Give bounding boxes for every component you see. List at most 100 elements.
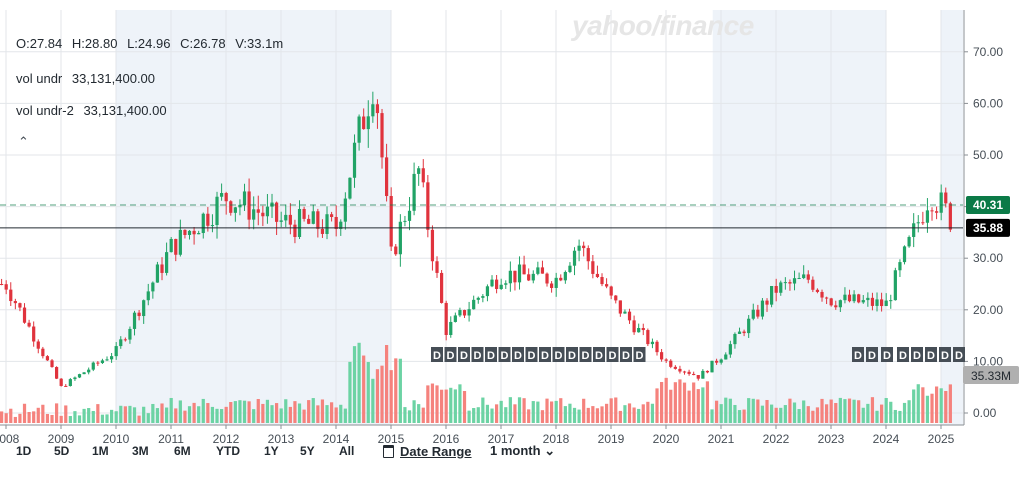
range-button-1d[interactable]: 1D xyxy=(16,444,32,458)
candle-body xyxy=(742,331,746,334)
dividend-marker[interactable]: D xyxy=(458,347,470,362)
volume-bar xyxy=(155,408,160,423)
volume-bar xyxy=(655,388,659,423)
range-button-1y[interactable]: 1Y xyxy=(264,444,279,458)
dividend-marker[interactable]: D xyxy=(852,347,864,362)
dividend-marker[interactable]: D xyxy=(512,347,524,362)
candle-body xyxy=(151,282,155,292)
candle-body xyxy=(829,298,833,306)
interval-dropdown[interactable]: 1 month ⌄ xyxy=(490,443,555,459)
dividend-marker[interactable]: D xyxy=(633,347,646,362)
volume-bar xyxy=(769,404,774,423)
dividend-marker-label: D xyxy=(941,350,949,362)
dividend-marker[interactable]: D xyxy=(539,347,551,362)
date-range-button[interactable]: Date Range xyxy=(383,444,472,459)
dividend-marker[interactable]: D xyxy=(897,347,909,362)
candle-body xyxy=(655,341,659,353)
volume-bar xyxy=(114,411,118,423)
candle-body xyxy=(430,229,435,262)
dividend-marker[interactable]: D xyxy=(566,347,578,362)
range-button-3m[interactable]: 3M xyxy=(132,444,149,458)
candle-body xyxy=(348,177,352,199)
volume-bar xyxy=(806,406,810,423)
volume-bar xyxy=(866,403,870,423)
dividend-marker[interactable]: D xyxy=(939,347,951,362)
volume-bar xyxy=(586,407,590,423)
candle-body xyxy=(485,286,490,297)
dividend-marker-label: D xyxy=(883,350,891,362)
candle-body xyxy=(41,348,45,357)
range-button-6m[interactable]: 6M xyxy=(174,444,191,458)
range-button-5y[interactable]: 5Y xyxy=(300,444,315,458)
dividend-marker[interactable]: D xyxy=(953,347,965,362)
volume-bar xyxy=(916,384,920,423)
volume-bar xyxy=(861,407,865,423)
volume-bar xyxy=(852,399,856,423)
x-tick-label: 2025 xyxy=(928,432,955,446)
volume-bar xyxy=(449,387,453,423)
volume-bar xyxy=(921,387,925,423)
volume-bar xyxy=(151,403,155,423)
candle-body xyxy=(898,262,902,271)
candle-body xyxy=(788,282,792,284)
dividend-marker[interactable]: D xyxy=(925,347,937,362)
x-tick-label: 2013 xyxy=(268,432,295,446)
dividend-marker-label: D xyxy=(474,350,482,362)
volume-bar xyxy=(889,401,893,423)
dividend-marker[interactable]: D xyxy=(552,347,565,362)
range-button-ytd[interactable]: YTD xyxy=(216,444,240,458)
range-button-5d[interactable]: 5D xyxy=(54,444,70,458)
x-tick-label: 2010 xyxy=(103,432,130,446)
dividend-marker[interactable]: D xyxy=(911,347,923,362)
candle-body xyxy=(82,372,86,375)
candle-body xyxy=(527,274,531,281)
candle-body xyxy=(297,208,302,237)
candle-body xyxy=(192,230,196,235)
chevron-up-icon[interactable]: ⌃ xyxy=(18,134,29,149)
dividend-marker[interactable]: D xyxy=(866,347,878,362)
candle-body xyxy=(197,233,201,235)
candle-body xyxy=(802,274,806,279)
candle-body xyxy=(288,214,292,225)
vol-indicator-2-value: 33,131,400.00 xyxy=(83,103,167,118)
range-button-all[interactable]: All xyxy=(339,444,355,458)
dividend-marker[interactable]: D xyxy=(593,347,605,362)
volume-bar xyxy=(407,410,412,423)
candle-body xyxy=(109,356,114,360)
candle-body xyxy=(733,333,737,345)
volume-bar xyxy=(527,409,531,423)
vol-indicator-label: vol undr xyxy=(16,71,63,86)
range-button-1m[interactable]: 1M xyxy=(92,444,109,458)
volume-bar xyxy=(948,384,952,423)
volume-bar xyxy=(536,401,540,423)
candle-body xyxy=(123,339,127,341)
y-tick-label: 30.00 xyxy=(973,251,1003,265)
dividend-marker-label: D xyxy=(501,350,509,362)
last-price-badge: 40.31 xyxy=(966,196,1010,215)
dividend-marker[interactable]: D xyxy=(606,347,619,362)
x-tick-label: 2009 xyxy=(48,432,75,446)
volume-bar xyxy=(297,403,302,423)
volume-bar xyxy=(270,405,274,423)
dividend-marker[interactable]: D xyxy=(525,347,538,362)
dividend-marker[interactable]: D xyxy=(471,347,484,362)
candle-body xyxy=(261,212,265,217)
candle-body xyxy=(582,245,586,249)
dividend-marker[interactable]: D xyxy=(579,347,592,362)
candle-body xyxy=(834,305,838,308)
dividend-marker-label: D xyxy=(487,350,495,362)
candle-body xyxy=(889,300,893,302)
dividend-marker[interactable]: D xyxy=(485,347,497,362)
volume-bar xyxy=(522,398,526,423)
x-tick-label: 2014 xyxy=(323,432,350,446)
dividend-marker-label: D xyxy=(447,350,455,362)
dividend-marker[interactable]: D xyxy=(431,347,443,362)
dividend-marker[interactable]: D xyxy=(498,347,511,362)
legend-open: O:27.84 xyxy=(16,36,63,51)
candle-body xyxy=(499,284,503,290)
dividend-marker[interactable]: D xyxy=(444,347,457,362)
dividend-marker[interactable]: D xyxy=(620,347,632,362)
volume-bar xyxy=(311,398,315,423)
dividend-marker[interactable]: D xyxy=(881,347,893,362)
